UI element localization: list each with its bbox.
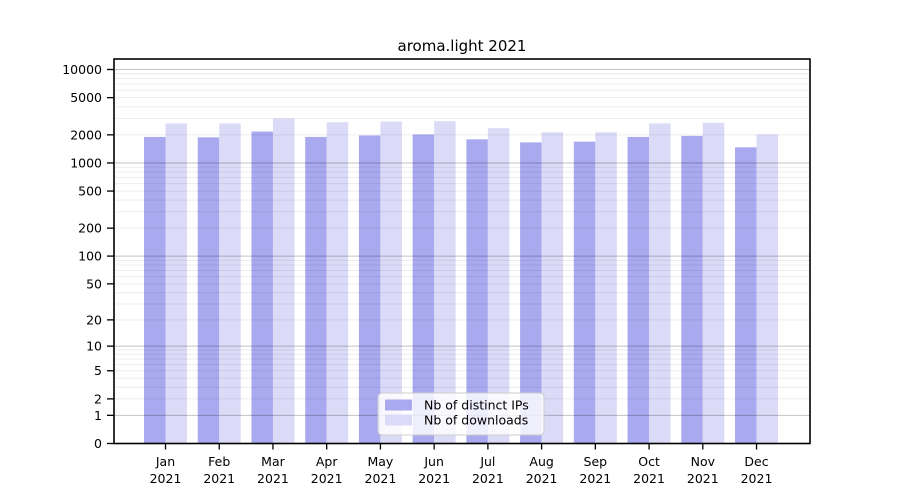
bar-distinct-ips-jan	[144, 136, 166, 444]
x-tick-label-year: 2021	[687, 471, 719, 486]
bar-distinct-ips-jul	[466, 139, 488, 444]
x-axis-group: Jan 2021 Feb 2021 Mar 2021 Apr 2021 May 2021 Jun 20…	[150, 443, 773, 486]
x-tick-label-year: 2021	[365, 471, 397, 486]
x-tick-label-year: 2021	[526, 471, 558, 486]
x-tick-label-month: Oct	[638, 454, 660, 469]
x-tick-label-year: 2021	[472, 471, 504, 486]
bar-downloads-aug	[541, 132, 564, 444]
x-tick-label-year: 2021	[418, 471, 450, 486]
x-tick-label-month: Mar	[261, 454, 285, 469]
y-tick-label: 5000	[70, 90, 102, 105]
bar-distinct-ips-dec	[735, 147, 757, 444]
legend-swatch-downloads	[385, 414, 412, 426]
x-tick-label-year: 2021	[203, 471, 235, 486]
bars-group	[144, 118, 779, 444]
chart-title: aroma.light 2021	[398, 37, 527, 55]
y-tick-label: 1	[94, 408, 102, 423]
legend-label-downloads: Nb of downloads	[424, 413, 528, 428]
x-tick-label-year: 2021	[579, 471, 611, 486]
x-tick-label-month: May	[367, 454, 393, 469]
bar-downloads-apr	[326, 122, 349, 444]
bar-downloads-jan	[165, 123, 187, 444]
bar-downloads-may	[380, 121, 402, 444]
x-tick-label-month: Dec	[744, 454, 768, 469]
x-tick-label-month: Sep	[584, 454, 608, 469]
x-tick-label-year: 2021	[633, 471, 665, 486]
bar-downloads-jul	[487, 128, 510, 444]
x-tick-label-year: 2021	[150, 471, 182, 486]
y-tick-label: 50	[86, 276, 102, 291]
bar-downloads-dec	[756, 134, 779, 444]
x-tick-label-month: Feb	[208, 454, 230, 469]
x-tick-label-year: 2021	[257, 471, 289, 486]
bar-distinct-ips-feb	[197, 137, 220, 444]
y-tick-label: 5	[94, 363, 102, 378]
x-tick-label-year: 2021	[311, 471, 343, 486]
legend-swatch-distinct-ips	[385, 399, 412, 411]
y-tick-label: 100	[78, 249, 102, 264]
bar-distinct-ips-apr	[305, 136, 327, 444]
bar-downloads-mar	[272, 118, 295, 444]
y-tick-label: 1000	[70, 155, 102, 170]
y-tick-label: 2	[94, 391, 102, 406]
gridlines-group	[114, 68, 810, 416]
y-tick-label: 500	[78, 184, 102, 199]
y-axis-group: 0 1 2 5 10 20 50 100 200 500 1000 2000 5000 10000	[62, 62, 114, 451]
y-tick-label: 2000	[70, 127, 102, 142]
bar-downloads-oct	[649, 123, 671, 444]
x-tick-label-month: Apr	[316, 454, 338, 469]
x-tick-label-month: Aug	[529, 454, 553, 469]
y-tick-label: 10000	[62, 62, 102, 77]
bar-downloads-nov	[702, 122, 725, 444]
x-tick-label-year: 2021	[741, 471, 773, 486]
bar-distinct-ips-may	[358, 135, 381, 444]
bar-distinct-ips-jun	[412, 134, 435, 444]
y-tick-label: 200	[78, 221, 102, 236]
bar-distinct-ips-sep	[573, 141, 596, 444]
x-tick-label-month: Jan	[155, 454, 175, 469]
legend-box	[377, 392, 545, 436]
legend-label-distinct-ips: Nb of distinct IPs	[424, 398, 529, 413]
bar-downloads-jun	[434, 121, 456, 444]
plot-frame	[113, 58, 811, 445]
y-tick-label: 0	[94, 436, 102, 451]
bar-distinct-ips-aug	[520, 142, 542, 444]
x-tick-label-month: Nov	[691, 454, 716, 469]
bar-distinct-ips-oct	[627, 136, 650, 444]
bar-downloads-feb	[219, 123, 241, 444]
x-tick-label-month: Jul	[479, 454, 495, 469]
y-tick-label: 10	[86, 339, 102, 354]
x-tick-label-month: Jun	[423, 454, 444, 469]
bar-downloads-sep	[595, 132, 617, 444]
bar-distinct-ips-nov	[681, 135, 703, 444]
bar-distinct-ips-mar	[251, 131, 273, 444]
y-tick-label: 20	[86, 312, 102, 327]
